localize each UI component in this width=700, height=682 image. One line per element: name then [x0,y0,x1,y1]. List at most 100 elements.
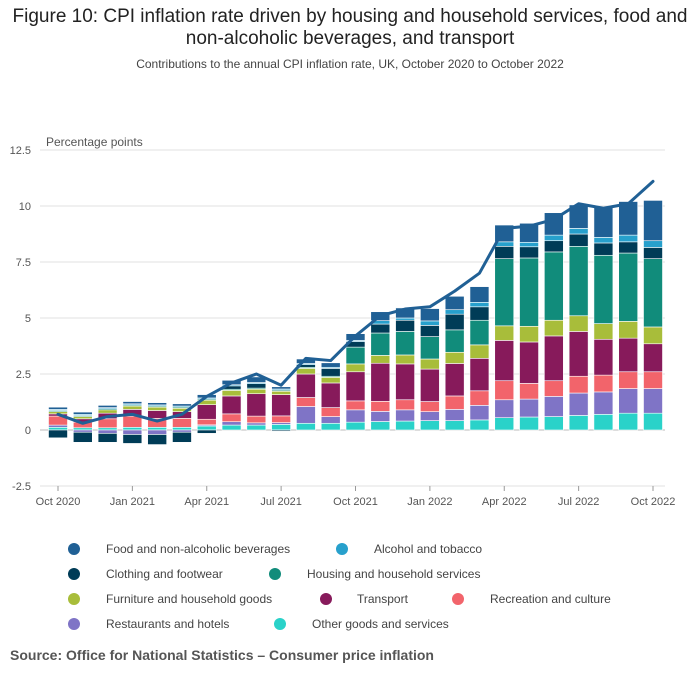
bar-segment [593,414,614,431]
bar-segment [568,331,589,377]
bar-segment [593,254,614,324]
y-tick-label: 0 [25,425,31,437]
y-tick-label: 12.5 [10,145,31,157]
bar-segment [643,412,663,431]
bar-segment [172,427,192,431]
bar-segment [618,388,639,414]
bar-segment [420,420,440,431]
bar-segment [420,325,440,337]
bar-segment [221,390,242,397]
bar-segment [345,400,366,411]
x-tick-label: Apr 2022 [482,496,527,508]
bar-segment [519,383,539,400]
bar-segment [395,399,415,411]
bar-segment [221,395,242,415]
y-axis-label: Percentage points [46,135,143,149]
bar-segment [370,421,391,431]
bar-segment [196,418,217,426]
bar-segment [444,313,465,331]
bar-segment [494,258,515,327]
bar-segment [72,431,93,443]
bar-segment [519,416,539,431]
bar-segment [172,418,192,428]
bar-segment [568,228,589,235]
bar-segment [147,427,167,431]
bar-segment [320,382,341,408]
bar-segment [395,420,415,431]
bar-segment [469,306,490,321]
bar-segment [147,434,167,445]
cpi-line [56,179,655,425]
bar-segment [544,319,564,337]
bar-segment [320,362,341,368]
bar-segment [593,323,614,340]
bar-segment [97,405,118,408]
bar-segment [72,429,93,433]
bar-segment [420,411,440,421]
bar-segment [444,351,465,364]
bar-segment [420,308,440,322]
y-tick-label: 5 [25,313,31,325]
bar-segment [320,422,341,431]
x-tick-label: Oct 2020 [36,496,81,508]
bar-segment [370,401,391,412]
bar-segment [48,406,68,410]
bar-segment [196,429,217,434]
bar-segment [122,427,143,431]
bar-segment [271,429,291,432]
bar-segment [494,380,515,401]
bar-segment [643,200,663,242]
bar-segment [568,375,589,394]
bar-segment [370,362,391,402]
bar-segment [444,309,465,315]
bar-segment [296,397,316,407]
bar-segment [296,406,316,424]
bar-segment [72,427,93,431]
bar-segment [618,252,639,322]
y-tick-label: 2.5 [16,369,31,381]
bar-segment [320,377,341,384]
bar-segment [568,392,589,416]
bar-segment [618,321,639,339]
bar-segment [172,403,192,407]
bar-segment [593,374,614,393]
bar-segment [519,341,539,384]
bar-segment [395,331,415,356]
bar-segment [147,429,167,435]
bar-segment [147,406,167,411]
bar-segment [469,319,490,346]
bar-segment [469,344,490,359]
bar-segment [221,421,242,426]
bar-segment [544,335,564,382]
bar-segment [370,355,391,364]
bar-segment [519,246,539,259]
bar-segment [444,420,465,431]
bar-segment [395,317,415,321]
bar-segment [246,424,267,431]
x-tick-label: Apr 2021 [184,496,229,508]
bar-segment [544,416,564,431]
bar-segment [544,396,564,417]
bar-segment [72,411,93,415]
bar-segment [593,242,614,256]
bar-segment [420,336,440,360]
chart-title: Figure 10: CPI inflation rate driven by … [12,6,688,49]
bar-segment [48,427,68,431]
bar-segment [296,373,316,398]
bar-segment [296,422,316,431]
bar-segment [395,319,415,332]
bar-segment [519,398,539,418]
bar-segment [444,409,465,421]
bar-segment [444,363,465,397]
bar-segment [544,240,564,253]
x-tick-label: Jan 2021 [110,496,155,508]
bar-segment [593,338,614,376]
bar-segment [420,358,440,370]
source-note: Source: Office for National Statistics –… [10,647,434,663]
bar-segment [122,415,143,428]
cpi-line-path [56,179,655,425]
bar-segment [172,431,192,443]
bar-segment [469,286,490,303]
bar-segment [345,363,366,373]
